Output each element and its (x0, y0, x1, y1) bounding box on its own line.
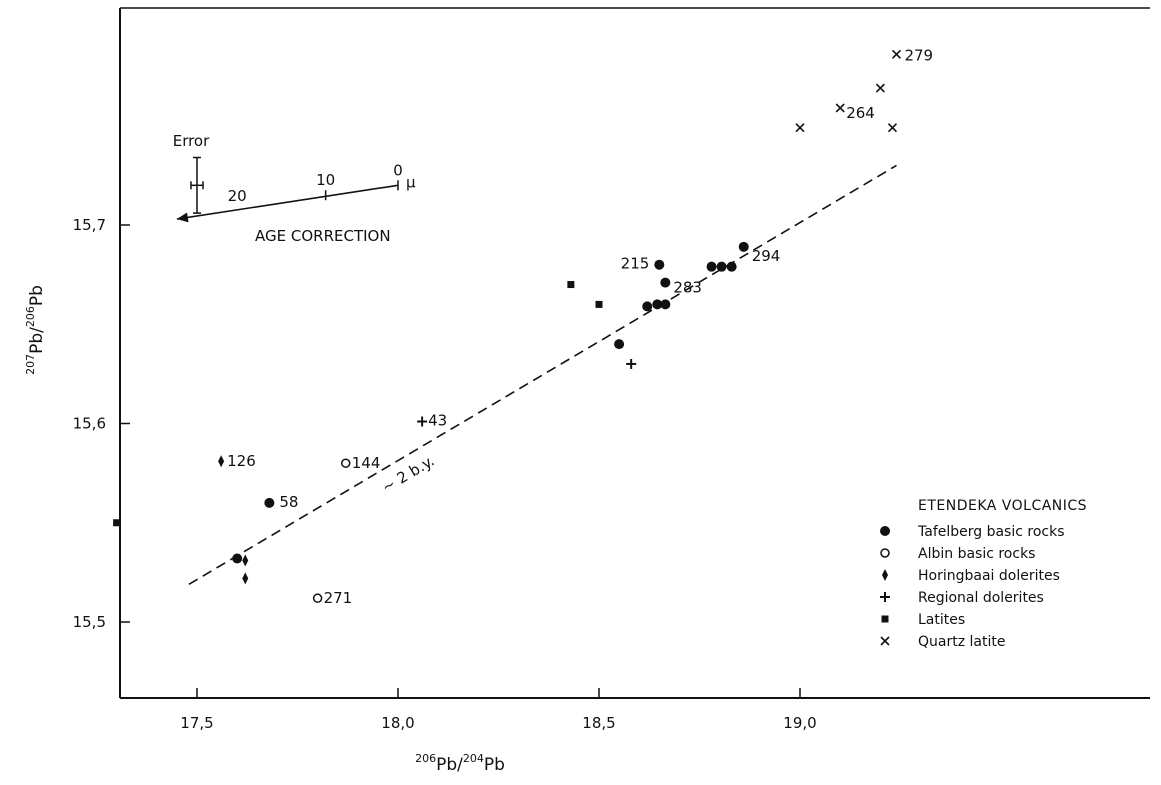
legend-item: Regional dolerites (880, 590, 1044, 606)
series-horingbaai-dolerites: 126 (218, 452, 256, 585)
series-latites (113, 281, 603, 527)
age-tick-label: 20 (228, 187, 247, 205)
point-label: 126 (227, 452, 256, 470)
age-tick-label: 0 (393, 161, 403, 179)
data-points: 58 283 215 294 144 271 126 43 279 264 (113, 46, 933, 607)
error-label: Error (173, 132, 210, 150)
legend-marker (882, 569, 888, 581)
data-point (218, 455, 225, 468)
data-point (626, 358, 637, 369)
y-tick-label: 15,7 (73, 216, 106, 234)
x-tick-label: 17,5 (180, 714, 213, 732)
error-bar (190, 156, 204, 214)
data-point (891, 49, 902, 59)
point-label: 294 (752, 247, 781, 265)
legend-item: Latites (881, 612, 965, 628)
point-label: 215 (621, 255, 650, 273)
data-point (795, 123, 805, 133)
data-point (875, 83, 885, 93)
series-albin-basic-rocks: 144 271 (312, 454, 381, 607)
data-point (652, 299, 663, 310)
y-axis-title: 207Pb/206Pb (24, 285, 47, 375)
data-point (567, 281, 575, 289)
data-point (835, 103, 845, 113)
x-axis-title: 206Pb/204Pb (415, 752, 505, 775)
data-point (113, 519, 121, 527)
legend-item: Tafelberg basic rocks (880, 524, 1065, 540)
legend-marker (880, 636, 890, 646)
data-point (716, 261, 727, 272)
data-point (242, 572, 249, 585)
legend-label: Horingbaai dolerites (918, 568, 1060, 584)
data-point (340, 458, 351, 468)
x-tick-label: 18,5 (582, 714, 615, 732)
y-tick-label: 15,5 (73, 613, 106, 631)
point-label: 283 (673, 279, 702, 297)
point-label: 279 (904, 46, 933, 64)
data-point (887, 123, 898, 133)
legend-title: ETENDEKA VOLCANICS (918, 498, 1087, 514)
data-point (660, 277, 671, 288)
legend-marker (880, 592, 890, 602)
point-label: 43 (428, 412, 447, 430)
reference-line (188, 164, 897, 585)
legend-label: Latites (918, 612, 965, 628)
data-point (726, 261, 737, 272)
data-point (242, 554, 249, 567)
legend-label: Quartz latite (918, 634, 1005, 650)
data-point (660, 299, 671, 310)
data-point (264, 497, 275, 508)
data-point (614, 339, 625, 350)
annotations: Error 0 10 20 μ AGE CORRECTION (173, 132, 416, 245)
data-point (312, 593, 323, 603)
reference-line-label: ~ 2 b.y. (379, 452, 438, 497)
legend-marker (880, 548, 890, 558)
legend-label: Regional dolerites (918, 590, 1044, 606)
data-point (417, 416, 428, 427)
data-point (595, 300, 603, 308)
point-label: 58 (279, 493, 298, 511)
y-tick-label: 15,6 (73, 415, 106, 433)
legend-label: Tafelberg basic rocks (917, 524, 1065, 540)
data-point (232, 553, 243, 564)
data-point (642, 301, 653, 312)
point-label: 144 (352, 454, 381, 472)
series-regional-dolerites: 43 (417, 358, 637, 430)
legend-label: Albin basic rocks (918, 546, 1035, 562)
data-point (738, 241, 749, 252)
point-label: 264 (846, 104, 875, 122)
data-point (654, 259, 665, 270)
series-quartz-latite: 279 264 (795, 46, 933, 133)
legend-marker (880, 526, 890, 536)
point-label: 271 (324, 589, 353, 607)
legend-item: Quartz latite (880, 634, 1005, 650)
legend-item: Albin basic rocks (880, 546, 1035, 562)
x-tick-label: 19,0 (783, 714, 816, 732)
age-correction-arrow (176, 180, 399, 223)
legend-item: Horingbaai dolerites (882, 568, 1060, 584)
age-correction-label: AGE CORRECTION (255, 227, 391, 245)
legend: ETENDEKA VOLCANICS Tafelberg basic rocks A… (880, 498, 1087, 650)
age-unit-label: μ (406, 173, 416, 191)
data-point (706, 261, 717, 272)
series-tafelberg-basic-rocks: 58 283 215 294 (232, 241, 781, 564)
legend-marker (881, 615, 889, 623)
age-tick-label: 10 (316, 171, 335, 189)
axes: 17,5 18,0 18,5 19,0 15,5 15,6 15,7 206Pb/204Pb 2… (24, 7, 1150, 775)
x-tick-label: 18,0 (381, 714, 414, 732)
